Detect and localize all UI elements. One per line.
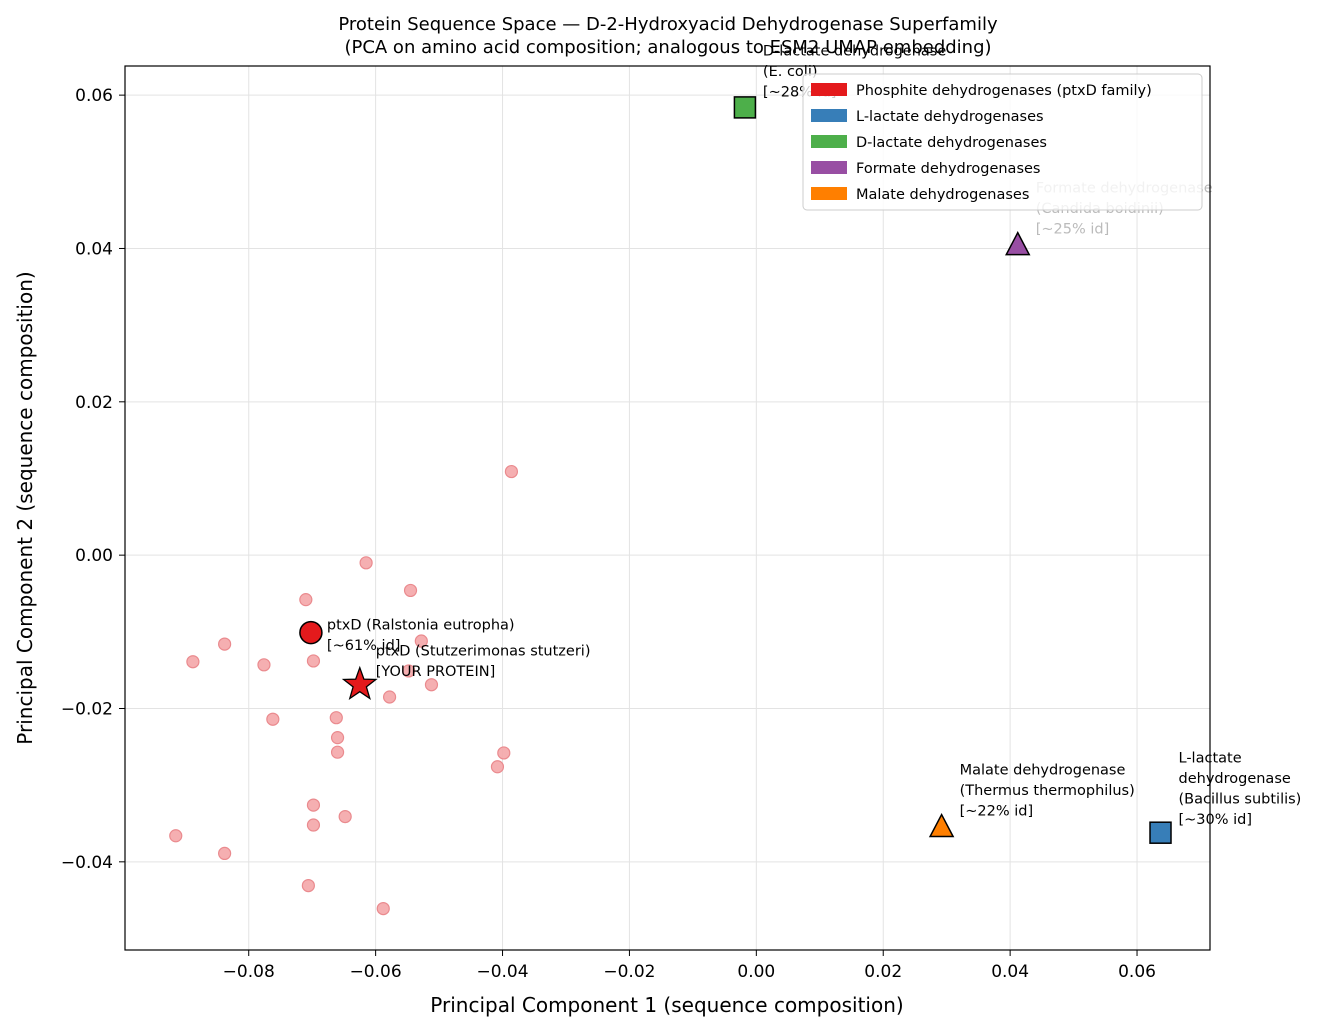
y-tick-label: −0.04 [61,853,113,873]
d-lactate-point [733,96,757,119]
your-protein-star-point [341,665,378,701]
y-tick-label: 0.04 [75,239,113,259]
background-point [376,901,390,916]
axis-ticks: −0.08 −0.06 −0.04 −0.02 0.00 0.02 0.04 0.06 −0.0… [61,86,1156,982]
y-tick-label: −0.02 [61,699,113,719]
x-tick-label: −0.06 [350,962,402,982]
l-lactate-point [1149,821,1172,844]
grid [125,66,1210,950]
y-tick-label: 0.02 [75,393,113,413]
legend-entry-label: D-lactate dehydrogenases [856,135,1047,151]
background-point [338,809,352,824]
legend-swatch [811,161,847,174]
background-point [504,464,519,479]
background-point [218,637,232,651]
background-point [329,711,343,725]
annotation-line: D-lactate dehydrogenase [763,43,946,59]
background-point [330,731,345,745]
x-axis-label: Principal Component 1 (sequence composit… [430,993,903,1017]
background-point [169,829,183,843]
background-point [218,846,232,860]
annotation-line: ptxD (Stutzerimonas stutzeri) [376,644,591,660]
background-point [382,690,397,704]
background-point [306,798,321,812]
background-points [169,464,519,916]
background-point [186,655,200,669]
background-point [497,746,511,760]
legend-swatch [811,83,847,96]
background-point [301,878,315,893]
y-axis-label: Principal Component 2 (sequence composit… [13,271,37,744]
chart-title: Protein Sequence Space — D-2-Hydroxyacid… [338,14,998,35]
annotation-line: (Thermus thermophilus) [960,783,1135,799]
legend: Phosphite dehydrogenases (ptxD family) L-… [802,73,1203,211]
x-tick-label: −0.08 [223,962,275,982]
background-point [299,593,313,607]
annotation-line: [~25% id] [1036,222,1110,238]
legend-entry-label: L-lactate dehydrogenases [856,109,1044,125]
annotation-line: [~61% id] [327,638,401,654]
legend-entry-label: Malate dehydrogenases [856,187,1029,203]
annotation-line: dehydrogenase [1179,771,1291,787]
ptxd-ralstonia-point [299,620,323,645]
legend-swatch [811,187,847,200]
annotation-line: [YOUR PROTEIN] [376,664,495,680]
legend-entry-label: Formate dehydrogenases [856,161,1040,177]
chart-subtitle: (PCA on amino acid composition; analogou… [344,37,991,58]
x-tick-label: 0.00 [737,962,775,982]
plot-frame [124,65,1211,951]
point-annotation: Malate dehydrogenase (Thermus thermophilu… [960,763,1135,820]
x-tick-label: 0.04 [991,962,1029,982]
x-tick-label: −0.04 [476,962,528,982]
background-point [257,658,271,672]
annotation-line: Malate dehydrogenase [960,763,1126,779]
x-tick-label: −0.02 [603,962,655,982]
y-tick-label: 0.00 [75,546,113,566]
annotation-line: [~30% id] [1179,812,1253,828]
y-tick-label: 0.06 [75,86,113,106]
background-point [490,760,505,774]
annotation-line: (Bacillus subtilis) [1179,792,1302,808]
annotation-line: ptxD (Ralstonia eutropha) [327,618,515,634]
legend-swatch [811,109,847,122]
background-point [424,678,439,692]
point-annotation: ptxD (Ralstonia eutropha) [~61% id] [327,618,515,655]
x-tick-label: 0.02 [864,962,902,982]
formate-point [1005,231,1031,256]
point-annotation: ptxD (Stutzerimonas stutzeri) [YOUR PROTE… [376,644,591,681]
highlight-points [299,96,1172,844]
background-point [306,818,321,832]
x-tick-label: 0.06 [1118,962,1156,982]
background-point [359,556,373,570]
legend-box [802,73,1203,211]
legend-entry-label: Phosphite dehydrogenases (ptxD family) [856,83,1152,99]
background-point [266,712,280,726]
background-point [403,583,418,598]
annotation-line: [~22% id] [960,804,1034,820]
background-point [330,745,345,759]
background-point [402,664,416,678]
legend-swatch [811,135,847,148]
malate-point [928,812,955,838]
background-point [414,634,428,648]
background-point [306,654,321,668]
